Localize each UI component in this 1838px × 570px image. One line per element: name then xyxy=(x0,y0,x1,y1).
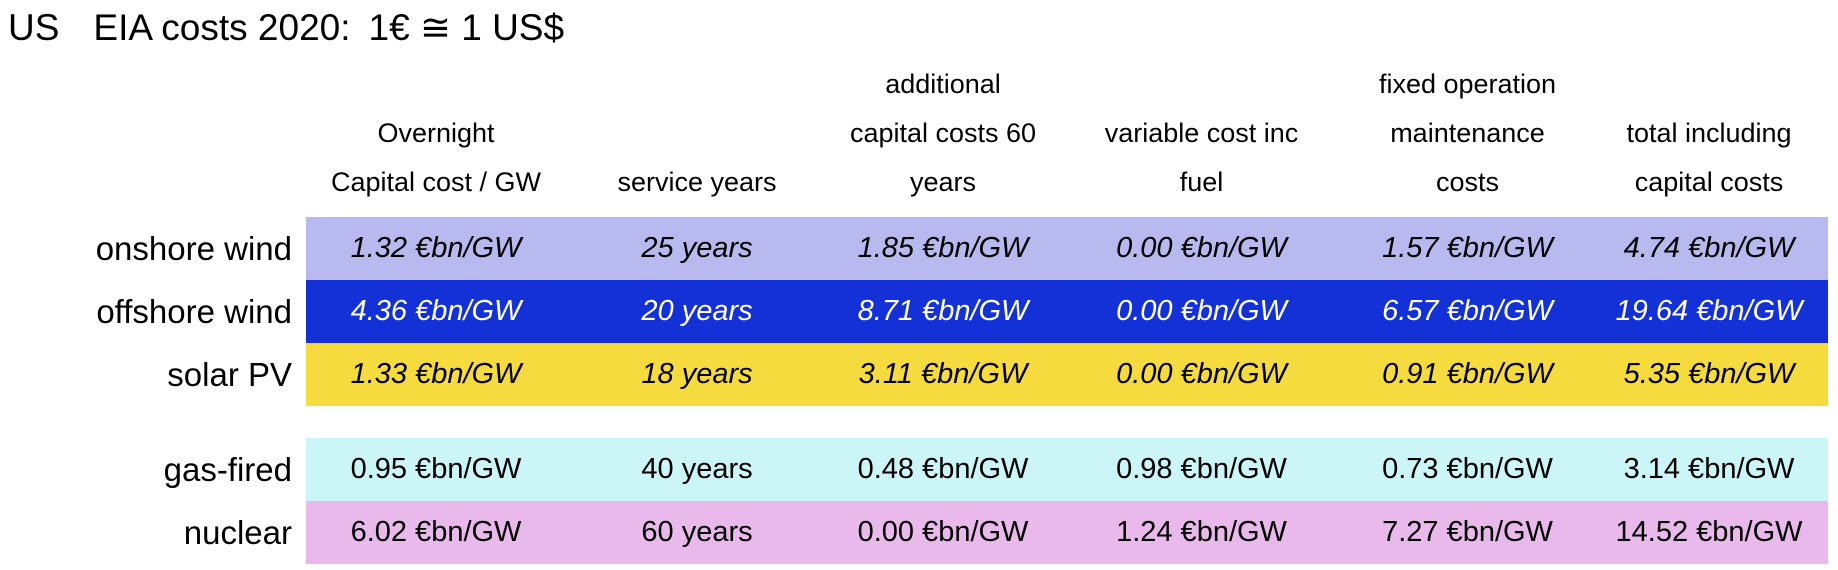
cell-variable-cost: 0.98 €bn/GW xyxy=(1116,453,1287,485)
row-label: offshore wind xyxy=(96,293,292,330)
cell-variable-cost: 0.00 €bn/GW xyxy=(1116,295,1287,327)
column-header-line: service years xyxy=(617,167,777,197)
cell-fixed-om-costs: 7.27 €bn/GW xyxy=(1382,516,1553,548)
column-header-total-costs: total including capital costs xyxy=(1590,60,1828,207)
column-header-service-years: service years xyxy=(566,60,828,207)
cell-fixed-om-costs: 0.91 €bn/GW xyxy=(1382,358,1553,390)
table-body: onshore wind 1.32 €bn/GW 25 years 1.85 €… xyxy=(0,217,1838,564)
column-header-line: Capital cost / GW xyxy=(330,167,542,197)
cell-additional-capital-costs: 1.85 €bn/GW xyxy=(857,232,1029,264)
row-solar-pv: solar PV 1.33 €bn/GW 18 years 3.11 €bn/G… xyxy=(0,343,1838,406)
row-onshore-wind: onshore wind 1.32 €bn/GW 25 years 1.85 €… xyxy=(0,217,1838,280)
cell-additional-capital-costs: 0.48 €bn/GW xyxy=(857,453,1029,485)
row-gas-fired: gas-fired 0.95 €bn/GW 40 years 0.48 €bn/… xyxy=(0,438,1838,501)
title-country: US xyxy=(8,7,60,48)
column-header-line: fuel xyxy=(1179,167,1224,197)
column-header-overnight-capital-cost: Overnight Capital cost / GW xyxy=(306,60,566,207)
cell-service-years: 60 years xyxy=(641,516,753,548)
column-header-line xyxy=(1590,60,1828,109)
row-nuclear: nuclear 6.02 €bn/GW 60 years 0.00 €bn/GW… xyxy=(0,501,1838,564)
column-header-line: capital costs 60 xyxy=(849,118,1037,148)
column-header-line xyxy=(566,60,828,109)
row-band: 6.02 €bn/GW 60 years 0.00 €bn/GW 1.24 €b… xyxy=(306,501,1828,564)
column-header-line: fixed operation xyxy=(1378,69,1557,99)
cell-total-costs: 19.64 €bn/GW xyxy=(1615,295,1803,327)
row-label: nuclear xyxy=(183,514,292,551)
cell-variable-cost: 0.00 €bn/GW xyxy=(1116,232,1287,264)
row-band: 1.33 €bn/GW 18 years 3.11 €bn/GW 0.00 €b… xyxy=(306,343,1828,406)
cell-service-years: 25 years xyxy=(641,232,753,264)
column-header-line: years xyxy=(909,167,977,197)
cell-total-costs: 4.74 €bn/GW xyxy=(1623,232,1795,264)
column-header-line xyxy=(306,60,566,109)
cell-service-years: 40 years xyxy=(641,453,753,485)
cell-variable-cost: 1.24 €bn/GW xyxy=(1116,516,1287,548)
row-band: 4.36 €bn/GW 20 years 8.71 €bn/GW 0.00 €b… xyxy=(306,280,1828,343)
column-header-line: costs xyxy=(1435,167,1500,197)
cell-overnight-capital-cost: 4.36 €bn/GW xyxy=(350,295,522,327)
column-header-line: total including xyxy=(1626,118,1792,148)
column-header-line: variable cost inc xyxy=(1104,118,1299,148)
column-header-fixed-om-costs: fixed operation maintenance costs xyxy=(1345,60,1590,207)
cell-overnight-capital-cost: 1.33 €bn/GW xyxy=(350,358,522,390)
cell-overnight-capital-cost: 0.95 €bn/GW xyxy=(350,453,522,485)
row-band: 1.32 €bn/GW 25 years 1.85 €bn/GW 0.00 €b… xyxy=(306,217,1828,280)
cell-additional-capital-costs: 0.00 €bn/GW xyxy=(857,516,1029,548)
column-header-additional-capital-costs: additional capital costs 60 years xyxy=(828,60,1058,207)
cell-additional-capital-costs: 3.11 €bn/GW xyxy=(858,358,1028,390)
cell-total-costs: 3.14 €bn/GW xyxy=(1623,453,1795,485)
cell-additional-capital-costs: 8.71 €bn/GW xyxy=(857,295,1029,327)
column-header-line: capital costs xyxy=(1634,167,1784,197)
column-header-line xyxy=(566,109,828,158)
row-label: gas-fired xyxy=(163,451,292,488)
column-header-line: additional xyxy=(885,69,1001,99)
row-offshore-wind: offshore wind 4.36 €bn/GW 20 years 8.71 … xyxy=(0,280,1838,343)
cell-fixed-om-costs: 6.57 €bn/GW xyxy=(1382,295,1553,327)
cell-overnight-capital-cost: 1.32 €bn/GW xyxy=(350,232,522,264)
cell-service-years: 18 years xyxy=(641,358,753,390)
column-header-line: Overnight xyxy=(377,118,495,148)
row-band: 0.95 €bn/GW 40 years 0.48 €bn/GW 0.98 €b… xyxy=(306,438,1828,501)
column-header-variable-cost: variable cost inc fuel xyxy=(1058,60,1345,207)
cell-total-costs: 5.35 €bn/GW xyxy=(1623,358,1795,390)
cell-total-costs: 14.52 €bn/GW xyxy=(1615,516,1803,548)
row-label: onshore wind xyxy=(95,230,292,267)
table-header-row: Overnight Capital cost / GW service year… xyxy=(0,60,1838,207)
cell-overnight-capital-cost: 6.02 €bn/GW xyxy=(350,516,522,548)
column-header-line: maintenance xyxy=(1390,118,1545,148)
page-title: US EIA costs 2020: 1€ ≅ 1 US$ xyxy=(0,0,1838,49)
row-label: solar PV xyxy=(167,356,292,393)
title-exchange-rate: 1€ ≅ 1 US$ xyxy=(368,7,565,48)
cell-fixed-om-costs: 1.57 €bn/GW xyxy=(1382,232,1553,264)
column-header-line xyxy=(1058,60,1345,109)
cell-service-years: 20 years xyxy=(641,295,753,327)
cell-variable-cost: 0.00 €bn/GW xyxy=(1116,358,1287,390)
header-label-spacer xyxy=(0,60,306,207)
cell-fixed-om-costs: 0.73 €bn/GW xyxy=(1382,453,1553,485)
title-label: EIA costs 2020: xyxy=(93,7,351,48)
